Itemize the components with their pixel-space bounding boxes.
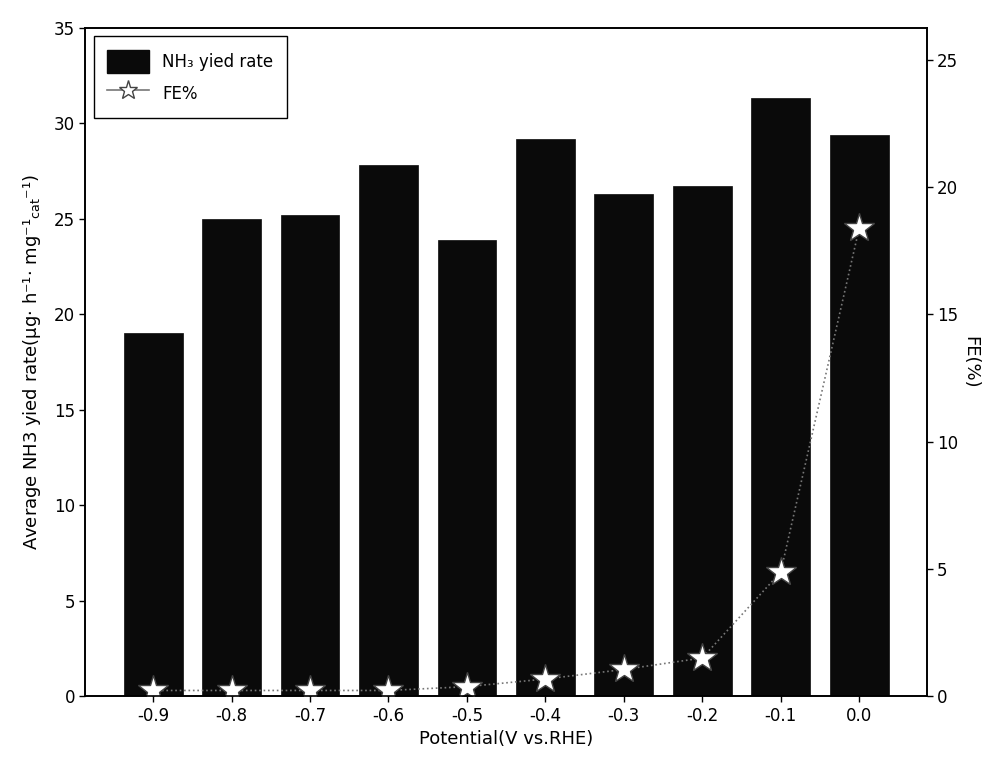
Bar: [202, 219, 261, 696]
Y-axis label: FE(%): FE(%): [961, 336, 979, 388]
Bar: [673, 186, 732, 696]
Bar: [830, 135, 889, 696]
Bar: [594, 194, 653, 696]
Legend: NH₃ yied rate, FE%: NH₃ yied rate, FE%: [94, 36, 287, 118]
X-axis label: Potential(V vs.RHE): Potential(V vs.RHE): [419, 731, 593, 748]
Bar: [438, 240, 496, 696]
Bar: [751, 98, 810, 696]
Y-axis label: Average NH3 yied rate(μg· h⁻¹· mg⁻¹$_{\mathregular{cat}}$⁻¹): Average NH3 yied rate(μg· h⁻¹· mg⁻¹$_{\m…: [21, 174, 43, 550]
Bar: [124, 334, 183, 696]
Bar: [359, 165, 418, 696]
Bar: [516, 138, 575, 696]
Bar: [281, 215, 339, 696]
